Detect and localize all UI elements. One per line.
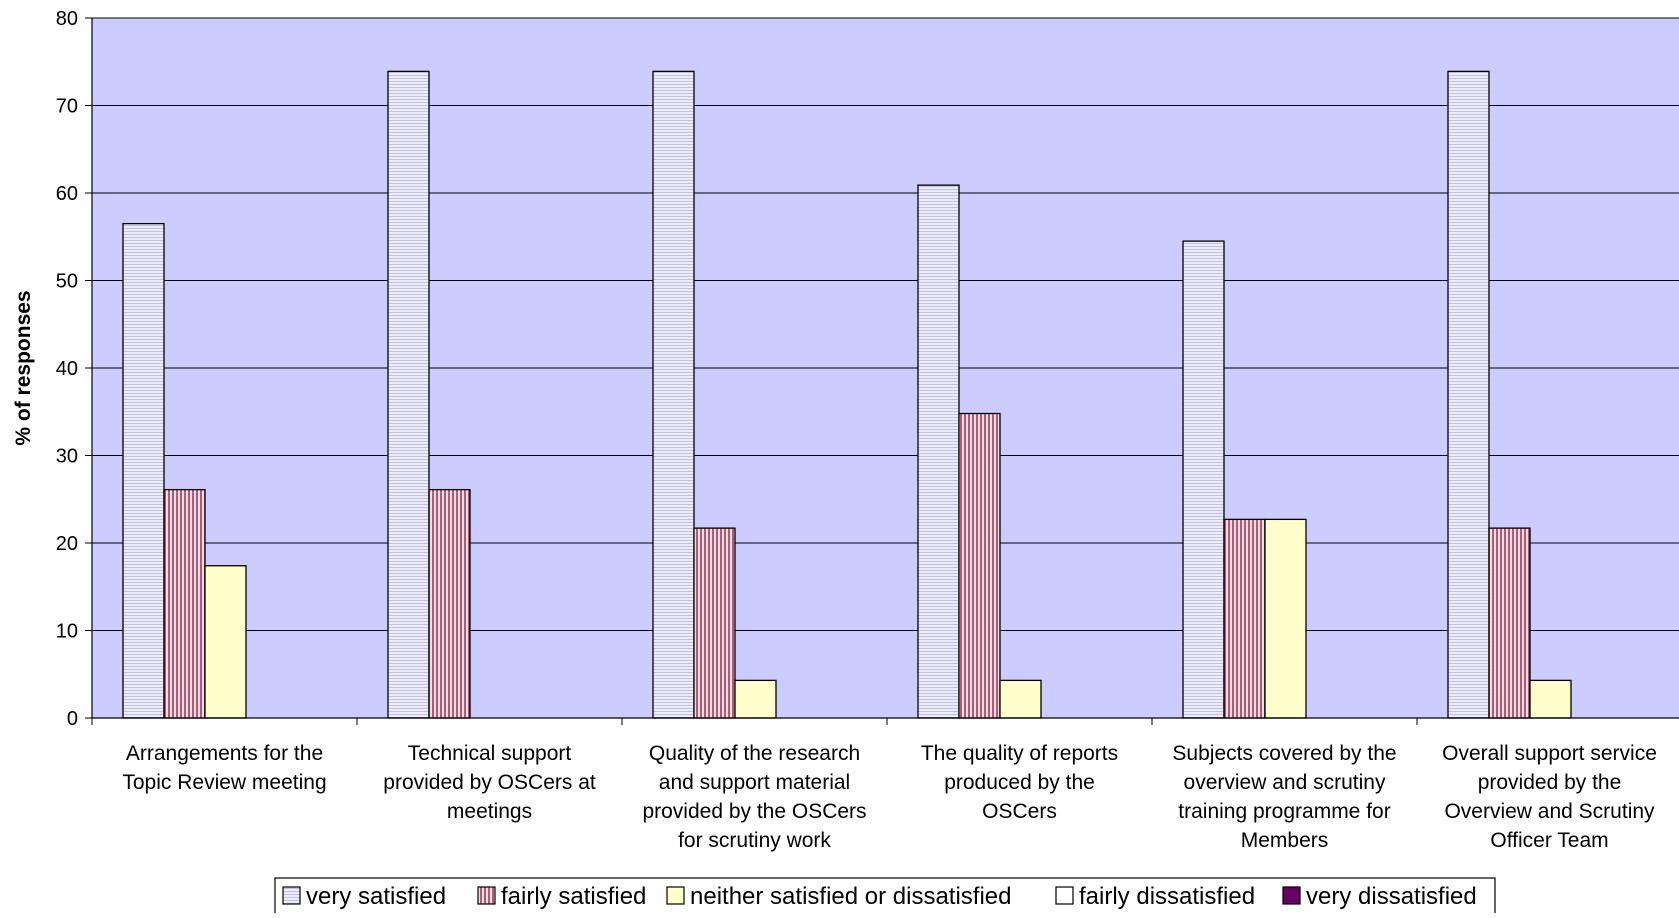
y-tick-label: 40 [56,358,78,380]
x-category-label: Arrangements for the Topic Review meeting [122,742,326,794]
bar-fairly-satisfied-3 [958,412,1001,719]
y-tick-label: 30 [56,446,78,468]
bar-very-satisfied-2 [652,70,695,719]
bar-very-satisfied-1 [387,70,430,719]
legend-label: very satisfied [306,883,446,910]
legend-label: fairly dissatisfied [1079,883,1255,910]
legend-swatch [1282,886,1301,905]
bar-very-satisfied-5 [1447,70,1490,719]
x-category-labels: Arrangements for the Topic Review meeting… [122,742,1657,852]
bar-fairly-satisfied-1 [428,488,471,719]
y-axis-title: % of responses [12,290,35,445]
y-tick-label: 70 [56,96,78,118]
bar-neither-satisfied-or-dissatisfied-3 [999,679,1042,719]
bar-fairly-satisfied-5 [1488,527,1531,719]
y-tick-label: 10 [56,621,78,643]
bar-neither-satisfied-or-dissatisfied-2 [734,679,777,719]
legend-swatch [666,886,685,905]
legend-label: neither satisfied or dissatisfied [690,883,1012,910]
legend: very satisfied fairly satisfied neither sa… [274,877,1496,915]
y-tick-label: 20 [56,533,78,555]
x-category-label: Subjects covered by the overview and scru… [1172,742,1396,852]
bars [122,70,1572,719]
bar-very-satisfied-4 [1182,240,1225,719]
y-tick-labels: 0 10 20 30 40 50 60 70 80 [56,8,78,730]
legend-label: very dissatisfied [1306,883,1477,910]
bar-neither-satisfied-or-dissatisfied-0 [204,565,247,719]
y-tick-label: 0 [67,708,78,730]
x-category-label: Technical support provided by OSCers at me… [383,742,596,823]
bar-fairly-satisfied-2 [693,527,736,719]
bar-fairly-satisfied-0 [163,488,206,719]
legend-swatch [1055,886,1074,905]
x-category-label: The quality of reports produced by the OSC… [921,742,1118,823]
gridlines [92,17,1679,631]
x-category-label: Quality of the research and support mater… [642,742,866,852]
bar-neither-satisfied-or-dissatisfied-4 [1264,518,1307,719]
bar-very-satisfied-0 [122,222,165,719]
bar-very-satisfied-3 [917,184,960,719]
y-tick-label: 60 [56,183,78,205]
legend-swatch [282,886,301,905]
bar-fairly-satisfied-4 [1223,518,1266,719]
y-tick-label: 50 [56,271,78,293]
y-tick-label: 80 [56,8,78,30]
x-category-label: Overall support service provided by the Ov… [1442,742,1657,852]
legend-swatch [477,886,496,905]
legend-label: fairly satisfied [501,883,646,910]
bar-neither-satisfied-or-dissatisfied-5 [1529,679,1572,719]
axes [85,17,1679,725]
